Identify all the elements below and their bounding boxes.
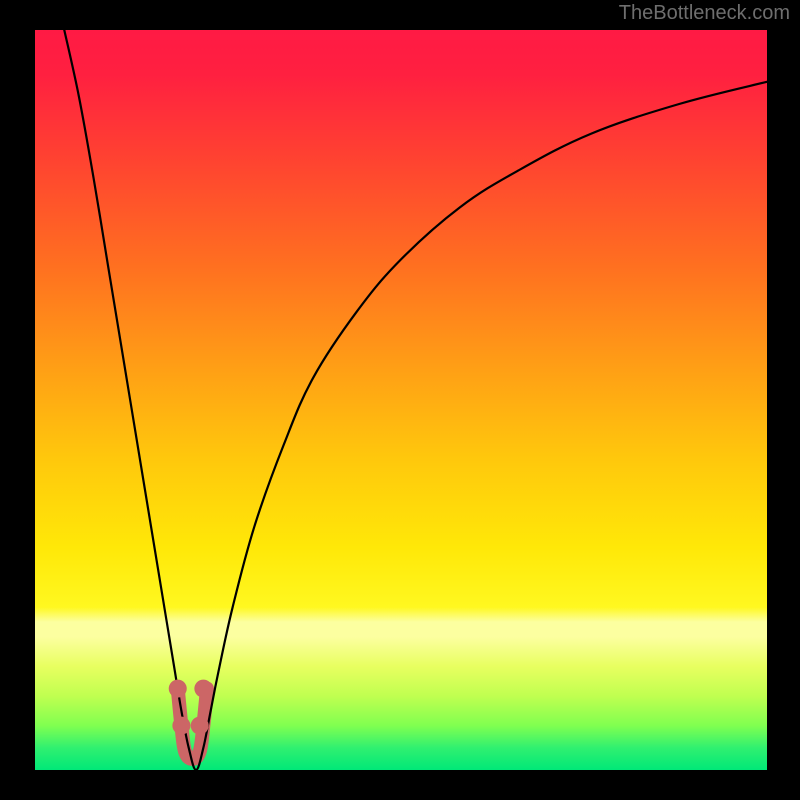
marker-dot [169,680,187,698]
marker-dot [194,680,212,698]
chart-root: TheBottleneck.com [0,0,800,800]
marker-dot [172,717,190,735]
bottleneck-curve-chart [0,0,800,800]
marker-dot [191,717,209,735]
watermark-text: TheBottleneck.com [619,2,790,25]
plot-background [35,30,767,770]
